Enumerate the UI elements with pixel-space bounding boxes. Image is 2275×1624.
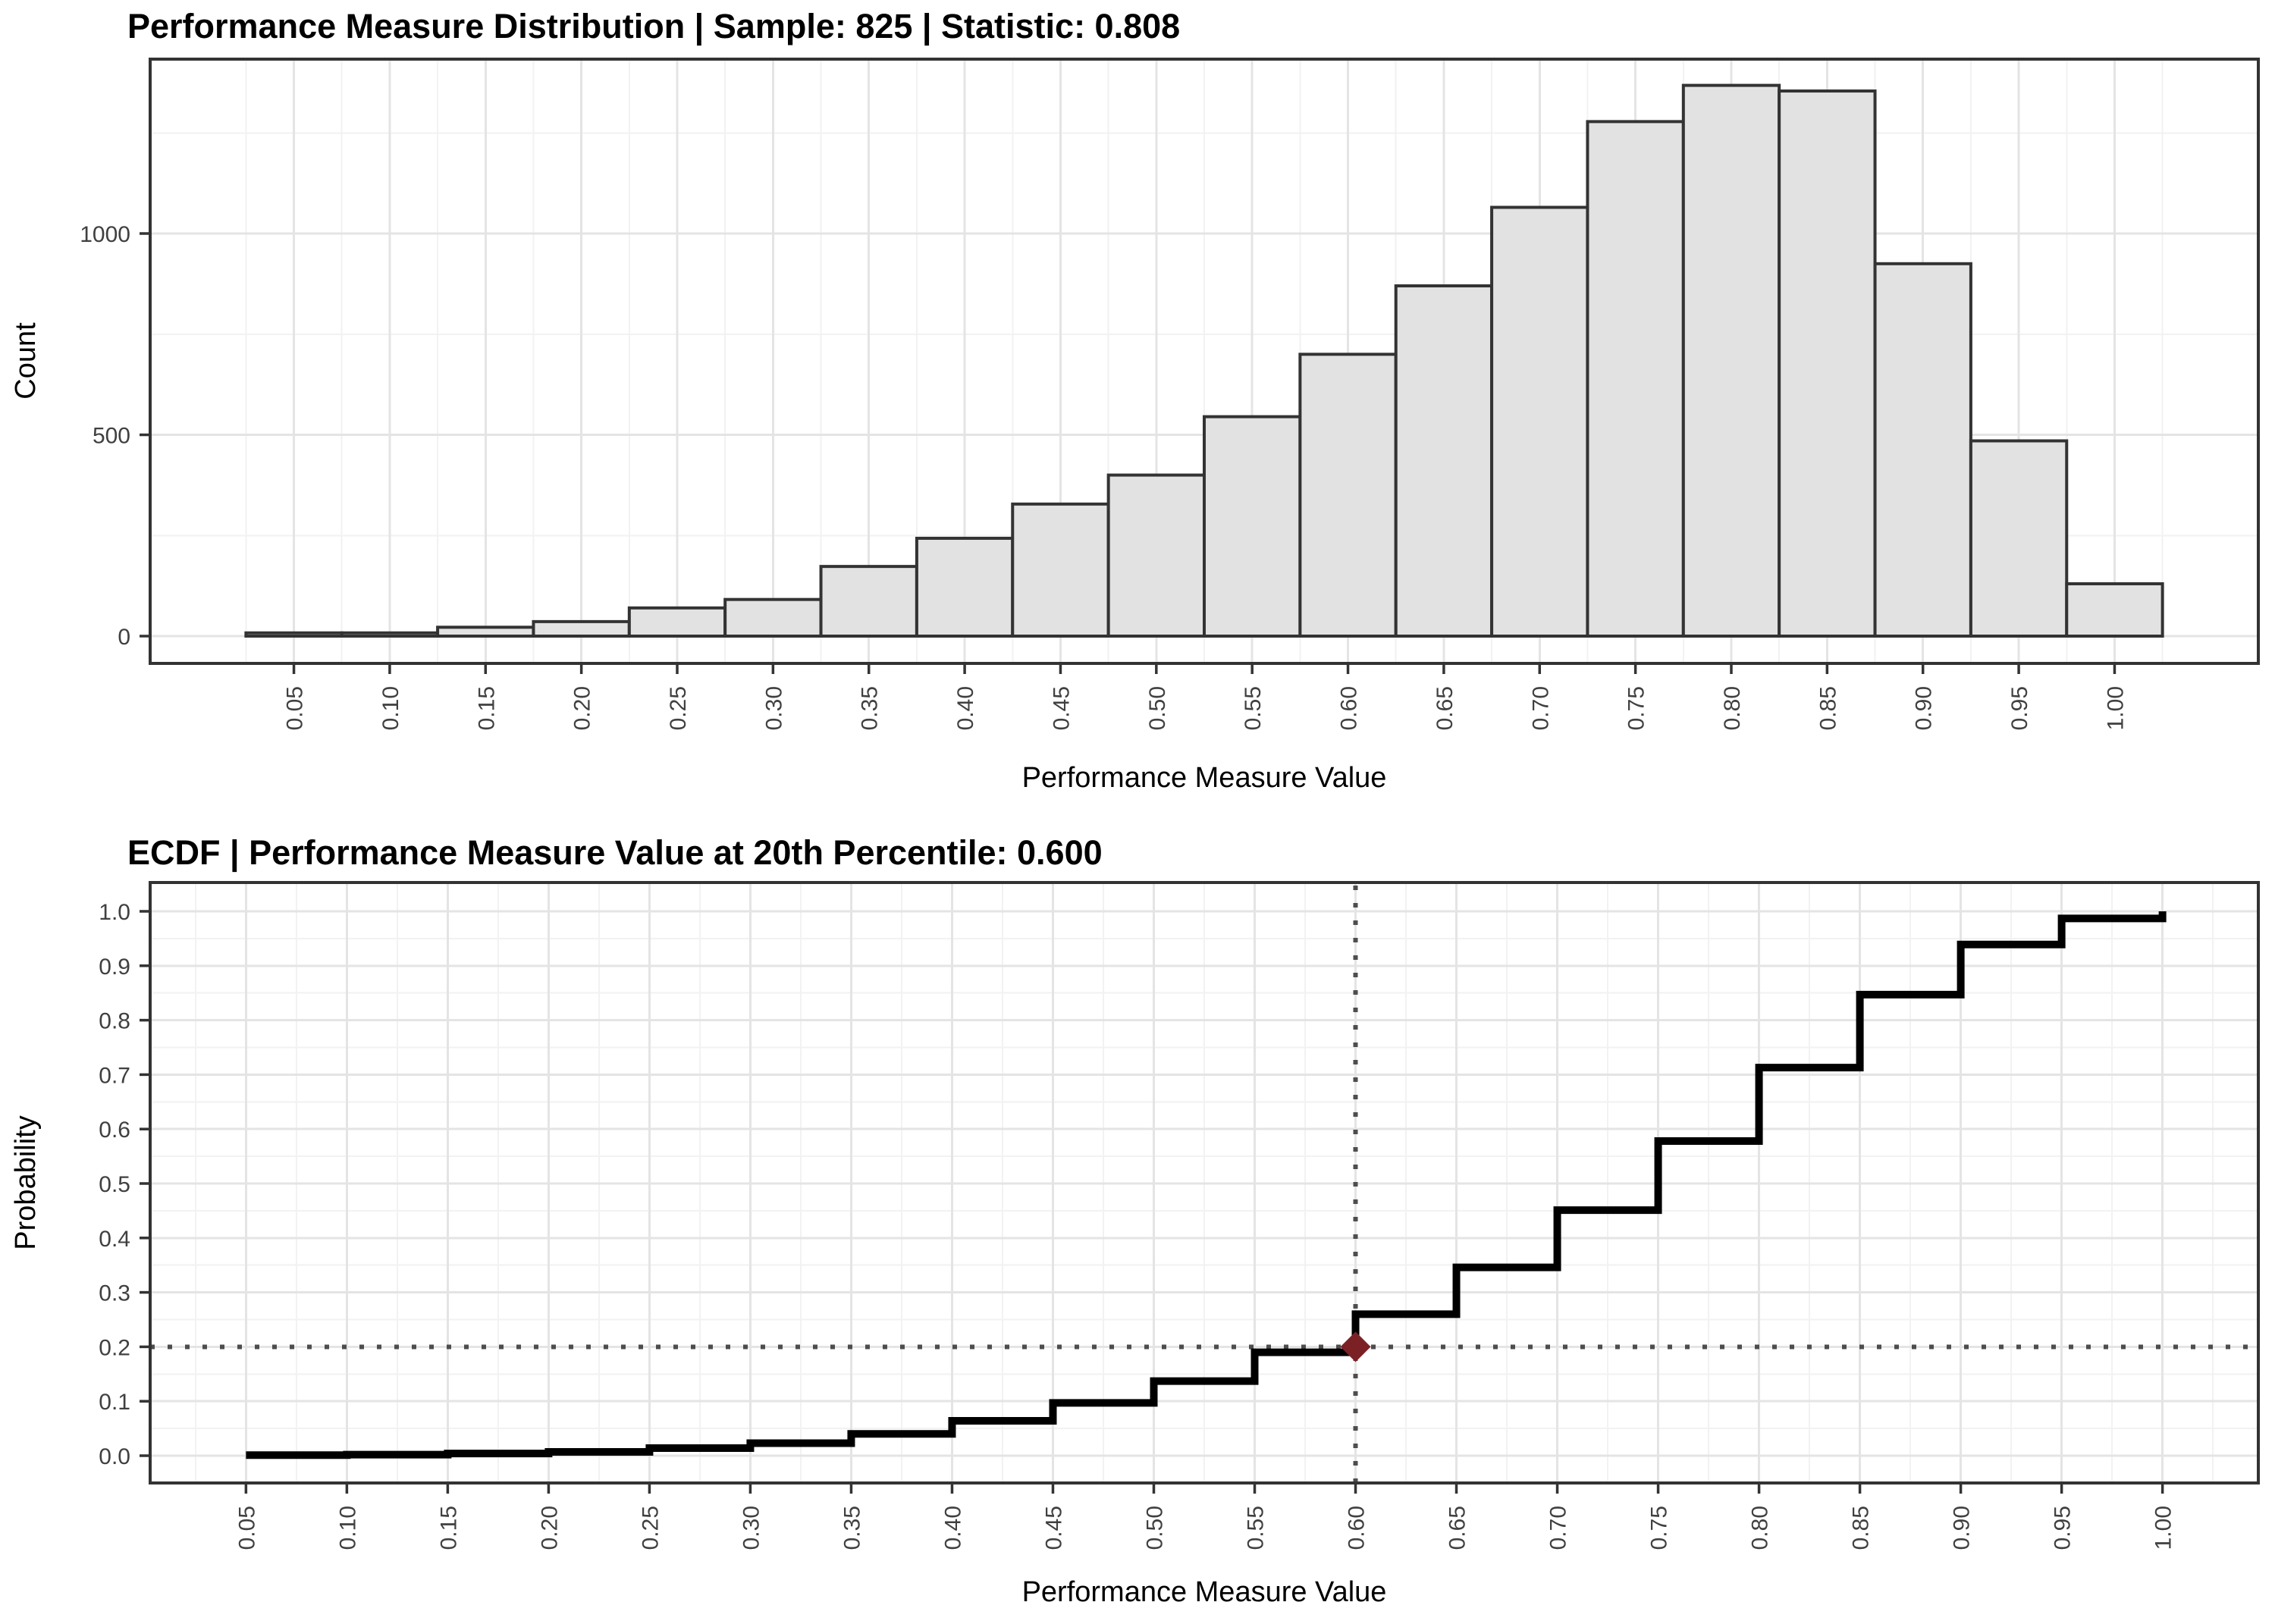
ecdf-x-axis-title: Performance Measure Value	[1022, 1576, 1387, 1608]
x-tick-label: 0.25	[666, 686, 691, 730]
x-tick-label: 0.40	[940, 1506, 965, 1550]
histogram-bars	[244, 83, 2164, 638]
histogram-bar	[819, 565, 918, 638]
histogram-bar	[1011, 502, 1110, 638]
histogram-bar	[1969, 439, 2069, 638]
x-tick-label: 0.60	[1337, 686, 1362, 730]
histogram-bar	[723, 597, 823, 638]
ecdf-title: ECDF | Performance Measure Value at 20th…	[127, 833, 1103, 873]
histogram-bar	[1778, 89, 1877, 638]
x-tick-label: 0.80	[1720, 686, 1745, 730]
histogram-bar	[1490, 205, 1589, 638]
x-tick-label: 0.15	[474, 686, 499, 730]
y-tick-label: 500	[93, 424, 130, 449]
histogram-bar	[1873, 262, 1972, 638]
x-tick-label: 0.25	[638, 1506, 663, 1550]
y-tick-label: 0.0	[99, 1444, 130, 1469]
x-tick-label: 0.55	[1241, 686, 1266, 730]
x-tick-label: 0.65	[1445, 1506, 1470, 1550]
x-tick-label: 0.20	[570, 686, 595, 730]
histogram-bar	[915, 536, 1015, 638]
x-tick-label: 0.30	[739, 1506, 764, 1550]
x-tick-label: 0.15	[436, 1506, 461, 1550]
x-tick-label: 0.75	[1647, 1506, 1672, 1550]
ecdf-gridlines	[150, 883, 2258, 1483]
x-tick-label: 0.95	[2007, 686, 2032, 730]
x-tick-label: 0.50	[1145, 686, 1170, 730]
histogram-bar	[436, 625, 535, 638]
histogram-bar	[627, 606, 727, 638]
x-tick-label: 0.35	[839, 1506, 864, 1550]
ecdf-chart: 0.05 0.10 0.15 0.20 0.25 0.30 0.35 0.40 0.45 0.50…	[10, 833, 2260, 1608]
histogram-x-axis-title: Performance Measure Value	[1022, 762, 1387, 794]
histogram-bar	[1586, 120, 1685, 638]
y-tick-label: 0.7	[99, 1063, 130, 1088]
histogram-bar	[2065, 582, 2164, 638]
histogram-panel-border	[149, 58, 2260, 665]
x-tick-label: 0.90	[1912, 686, 1937, 730]
x-tick-label: 0.70	[1546, 1506, 1571, 1550]
y-tick-label: 0.4	[99, 1227, 130, 1252]
histogram-bar	[1203, 415, 1302, 638]
x-tick-label: 1.00	[2151, 1506, 2176, 1550]
x-tick-label: 0.80	[1748, 1506, 1773, 1550]
histogram-chart: 0.05 0.10 0.15 0.20 0.25 0.30 0.35 0.40 0.45 0.50…	[10, 7, 2260, 794]
x-tick-label: 0.85	[1849, 1506, 1874, 1550]
x-tick-label: 0.05	[234, 1506, 259, 1550]
ecdf-y-axis-title: Probability	[10, 1115, 42, 1249]
histogram-bar	[1106, 473, 1206, 638]
x-tick-label: 0.20	[537, 1506, 562, 1550]
x-tick-label: 0.55	[1244, 1506, 1269, 1550]
histogram-bar	[1298, 353, 1398, 638]
histogram-x-axis: 0.05 0.10 0.15 0.20 0.25 0.30 0.35 0.40 0.45 0.50…	[283, 663, 2128, 730]
ecdf-x-axis: 0.05 0.10 0.15 0.20 0.25 0.30 0.35 0.40 0.45 0.50…	[234, 1483, 2176, 1550]
x-tick-label: 0.70	[1528, 686, 1553, 730]
histogram-y-axis: 0 500 1000	[80, 222, 150, 650]
y-tick-label: 0.8	[99, 1009, 130, 1034]
x-tick-label: 0.40	[953, 686, 978, 730]
y-tick-label: 0.6	[99, 1118, 130, 1143]
histogram-bar	[244, 631, 344, 638]
y-tick-label: 0.1	[99, 1390, 130, 1415]
x-tick-label: 0.75	[1624, 686, 1649, 730]
histogram-bar	[1681, 83, 1781, 638]
x-tick-label: 0.85	[1815, 686, 1840, 730]
histogram-y-axis-title: Count	[10, 322, 42, 400]
y-tick-label: 0.3	[99, 1281, 130, 1306]
histogram-title: Performance Measure Distribution | Sampl…	[127, 7, 1180, 46]
y-tick-label: 1.0	[99, 900, 130, 925]
percentile-point-diamond	[1340, 1331, 1371, 1362]
x-tick-label: 1.00	[2103, 686, 2128, 730]
x-tick-label: 0.10	[335, 1506, 360, 1550]
x-tick-label: 0.05	[283, 686, 308, 730]
x-tick-label: 0.65	[1432, 686, 1458, 730]
x-tick-label: 0.30	[761, 686, 786, 730]
y-tick-label: 0.5	[99, 1172, 130, 1197]
y-tick-label: 1000	[80, 222, 130, 247]
x-tick-label: 0.60	[1345, 1506, 1370, 1550]
x-tick-label: 0.10	[378, 686, 403, 730]
x-tick-label: 0.45	[1049, 686, 1074, 730]
x-tick-label: 0.95	[2051, 1506, 2076, 1550]
y-tick-label: 0.2	[99, 1335, 130, 1360]
ecdf-y-axis: 0.0 0.1 0.2 0.3 0.4 0.5 0.6 0.7 0.8 0.9 1.0	[99, 900, 150, 1469]
x-tick-label: 0.45	[1041, 1506, 1066, 1550]
reference-lines	[150, 883, 2258, 1483]
histogram-bar	[340, 631, 440, 638]
x-tick-label: 0.50	[1142, 1506, 1167, 1550]
x-tick-label: 0.90	[1950, 1506, 1975, 1550]
histogram-bar	[532, 619, 631, 638]
x-tick-label: 0.35	[858, 686, 883, 730]
y-tick-label: 0	[118, 625, 130, 650]
y-tick-label: 0.9	[99, 955, 130, 980]
histogram-bar	[1394, 284, 1494, 638]
ecdf-step-line	[246, 911, 2167, 1459]
